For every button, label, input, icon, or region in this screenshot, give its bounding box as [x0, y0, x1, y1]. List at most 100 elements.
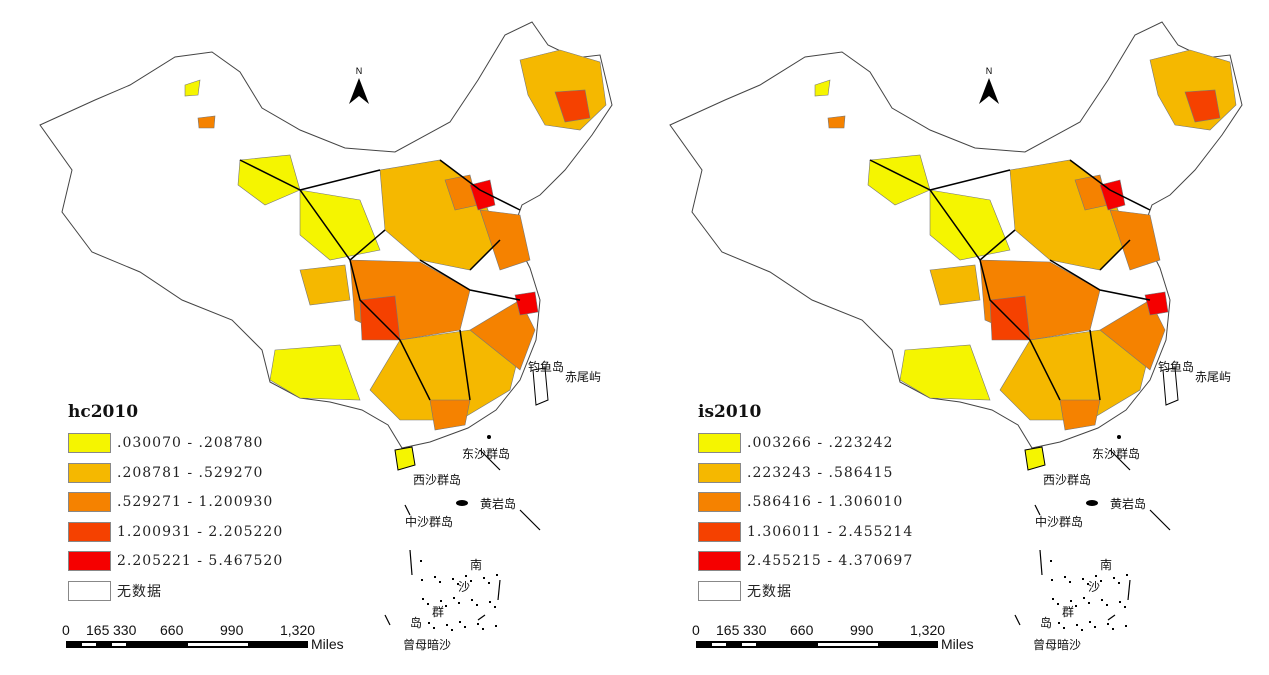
- legend-swatch: [698, 433, 741, 453]
- region: [929, 264, 981, 306]
- north-arrow: N: [977, 66, 1001, 110]
- nine-dash-line: [384, 449, 541, 626]
- nansha-islet: [1075, 605, 1077, 607]
- huangyan-marker: [456, 500, 468, 506]
- island-label-nansha: 岛: [410, 616, 423, 630]
- island-label-huangyan: 黄岩岛: [1110, 497, 1147, 511]
- island-label-huangyan: 黄岩岛: [480, 497, 517, 511]
- nansha-islet: [482, 628, 484, 630]
- legend-label: .030070 - .208780: [117, 435, 264, 451]
- region: [899, 344, 991, 401]
- region: [184, 79, 201, 97]
- province-borders: [239, 159, 521, 401]
- legend-swatch: [698, 492, 741, 512]
- region: [814, 79, 831, 97]
- hainan-island: [1024, 446, 1046, 471]
- nansha-islet: [1050, 560, 1052, 562]
- region: [269, 344, 361, 401]
- nansha-islet: [433, 627, 435, 629]
- legend-swatch: [68, 580, 111, 601]
- legend-item: .208781 - .529270: [68, 462, 263, 484]
- legend-label: .586416 - 1.306010: [747, 494, 904, 510]
- island-label-zhongsha: 中沙群岛: [1035, 515, 1084, 529]
- nansha-islet: [470, 580, 472, 582]
- legend-label: 2.455215 - 4.370697: [747, 553, 914, 569]
- nansha-islet: [1101, 599, 1103, 601]
- north-arrow-icon: [979, 78, 999, 104]
- nansha-islet: [445, 605, 447, 607]
- scale-tick-label: 0: [62, 622, 70, 638]
- island-label-nansha: 南: [470, 558, 483, 572]
- nansha-islet: [1088, 602, 1090, 604]
- region: [1059, 399, 1101, 431]
- nansha-islet: [1126, 574, 1128, 576]
- legend-swatch: [698, 580, 741, 601]
- nansha-islet: [452, 578, 454, 580]
- nansha-islet: [488, 582, 490, 584]
- nansha-islet: [1124, 606, 1126, 608]
- scale-tick-label: 0: [692, 622, 700, 638]
- nansha-islet: [1095, 575, 1097, 577]
- nansha-islet: [476, 604, 478, 606]
- legend-swatch: [68, 521, 111, 542]
- nansha-islet: [457, 583, 459, 585]
- nansha-islet: [496, 574, 498, 576]
- north-arrow: N: [347, 66, 371, 110]
- region: [1099, 299, 1166, 371]
- scale-tick-label: 165: [716, 622, 740, 638]
- legend-item: .529271 - 1.200930: [68, 491, 273, 513]
- nansha-islet: [1063, 627, 1065, 629]
- legend-swatch: [698, 521, 741, 542]
- legend-swatch: [68, 492, 111, 512]
- nansha-islet: [434, 576, 436, 578]
- legend-item: .030070 - .208780: [68, 432, 263, 454]
- island-label-xisha: 西沙群岛: [1043, 473, 1092, 487]
- island-label-xisha: 西沙群岛: [413, 473, 462, 487]
- north-label: N: [985, 66, 993, 76]
- island-label-diaoyu: 钓鱼岛: [1158, 360, 1195, 374]
- nansha-islet: [483, 577, 485, 579]
- nansha-islet: [453, 597, 455, 599]
- nansha-islet: [495, 625, 497, 627]
- hainan-island: [394, 446, 416, 471]
- legend-label: 1.200931 - 2.205220: [117, 523, 284, 540]
- legend-swatch: [698, 462, 741, 483]
- taiwan-island: [532, 367, 549, 406]
- scale-tick-label: 1,320: [280, 622, 316, 638]
- nansha-islet: [1087, 583, 1089, 585]
- nansha-islet: [1052, 598, 1054, 600]
- legend-label: .223243 - .586415: [747, 464, 894, 481]
- nansha-islet: [428, 622, 430, 624]
- nansha-islet: [477, 623, 479, 625]
- region: [1109, 209, 1161, 271]
- nansha-islet: [471, 599, 473, 601]
- legend-label: .003266 - .223242: [747, 435, 894, 451]
- nansha-islet: [1081, 629, 1083, 631]
- nansha-islet: [1082, 578, 1084, 580]
- nansha-islet: [1094, 626, 1096, 628]
- nansha-islet: [1100, 580, 1102, 582]
- island-label-nansha: 南: [1100, 558, 1113, 572]
- scale-tick-label: 660: [790, 622, 814, 638]
- nansha-islet: [439, 581, 441, 583]
- legend-swatch: [68, 551, 111, 571]
- nansha-islet: [1083, 597, 1085, 599]
- map-panel-is2010: N is2010 .003266 - .223242 .223243 - .58…: [630, 0, 1260, 675]
- region: [429, 399, 471, 431]
- nansha-islet: [1125, 625, 1127, 627]
- nansha-islet: [1058, 622, 1060, 624]
- region: [514, 291, 539, 316]
- legend-item: 1.200931 - 2.205220: [68, 521, 283, 543]
- scale-unit: Miles: [311, 636, 344, 652]
- region: [1184, 89, 1221, 123]
- legend-item: 2.205221 - 5.467520: [68, 550, 283, 572]
- island-label-diaoyu: 钓鱼岛: [528, 360, 565, 374]
- nansha-islet: [1106, 604, 1108, 606]
- scale-tick-label: 990: [220, 622, 244, 638]
- region: [827, 115, 846, 129]
- island-label-nansha: 群: [432, 605, 445, 619]
- island-label-chiwei: 赤尾屿: [1195, 370, 1232, 384]
- nansha-islet: [427, 603, 429, 605]
- nansha-islet: [1070, 600, 1072, 602]
- legend-label: 无数据: [747, 583, 792, 600]
